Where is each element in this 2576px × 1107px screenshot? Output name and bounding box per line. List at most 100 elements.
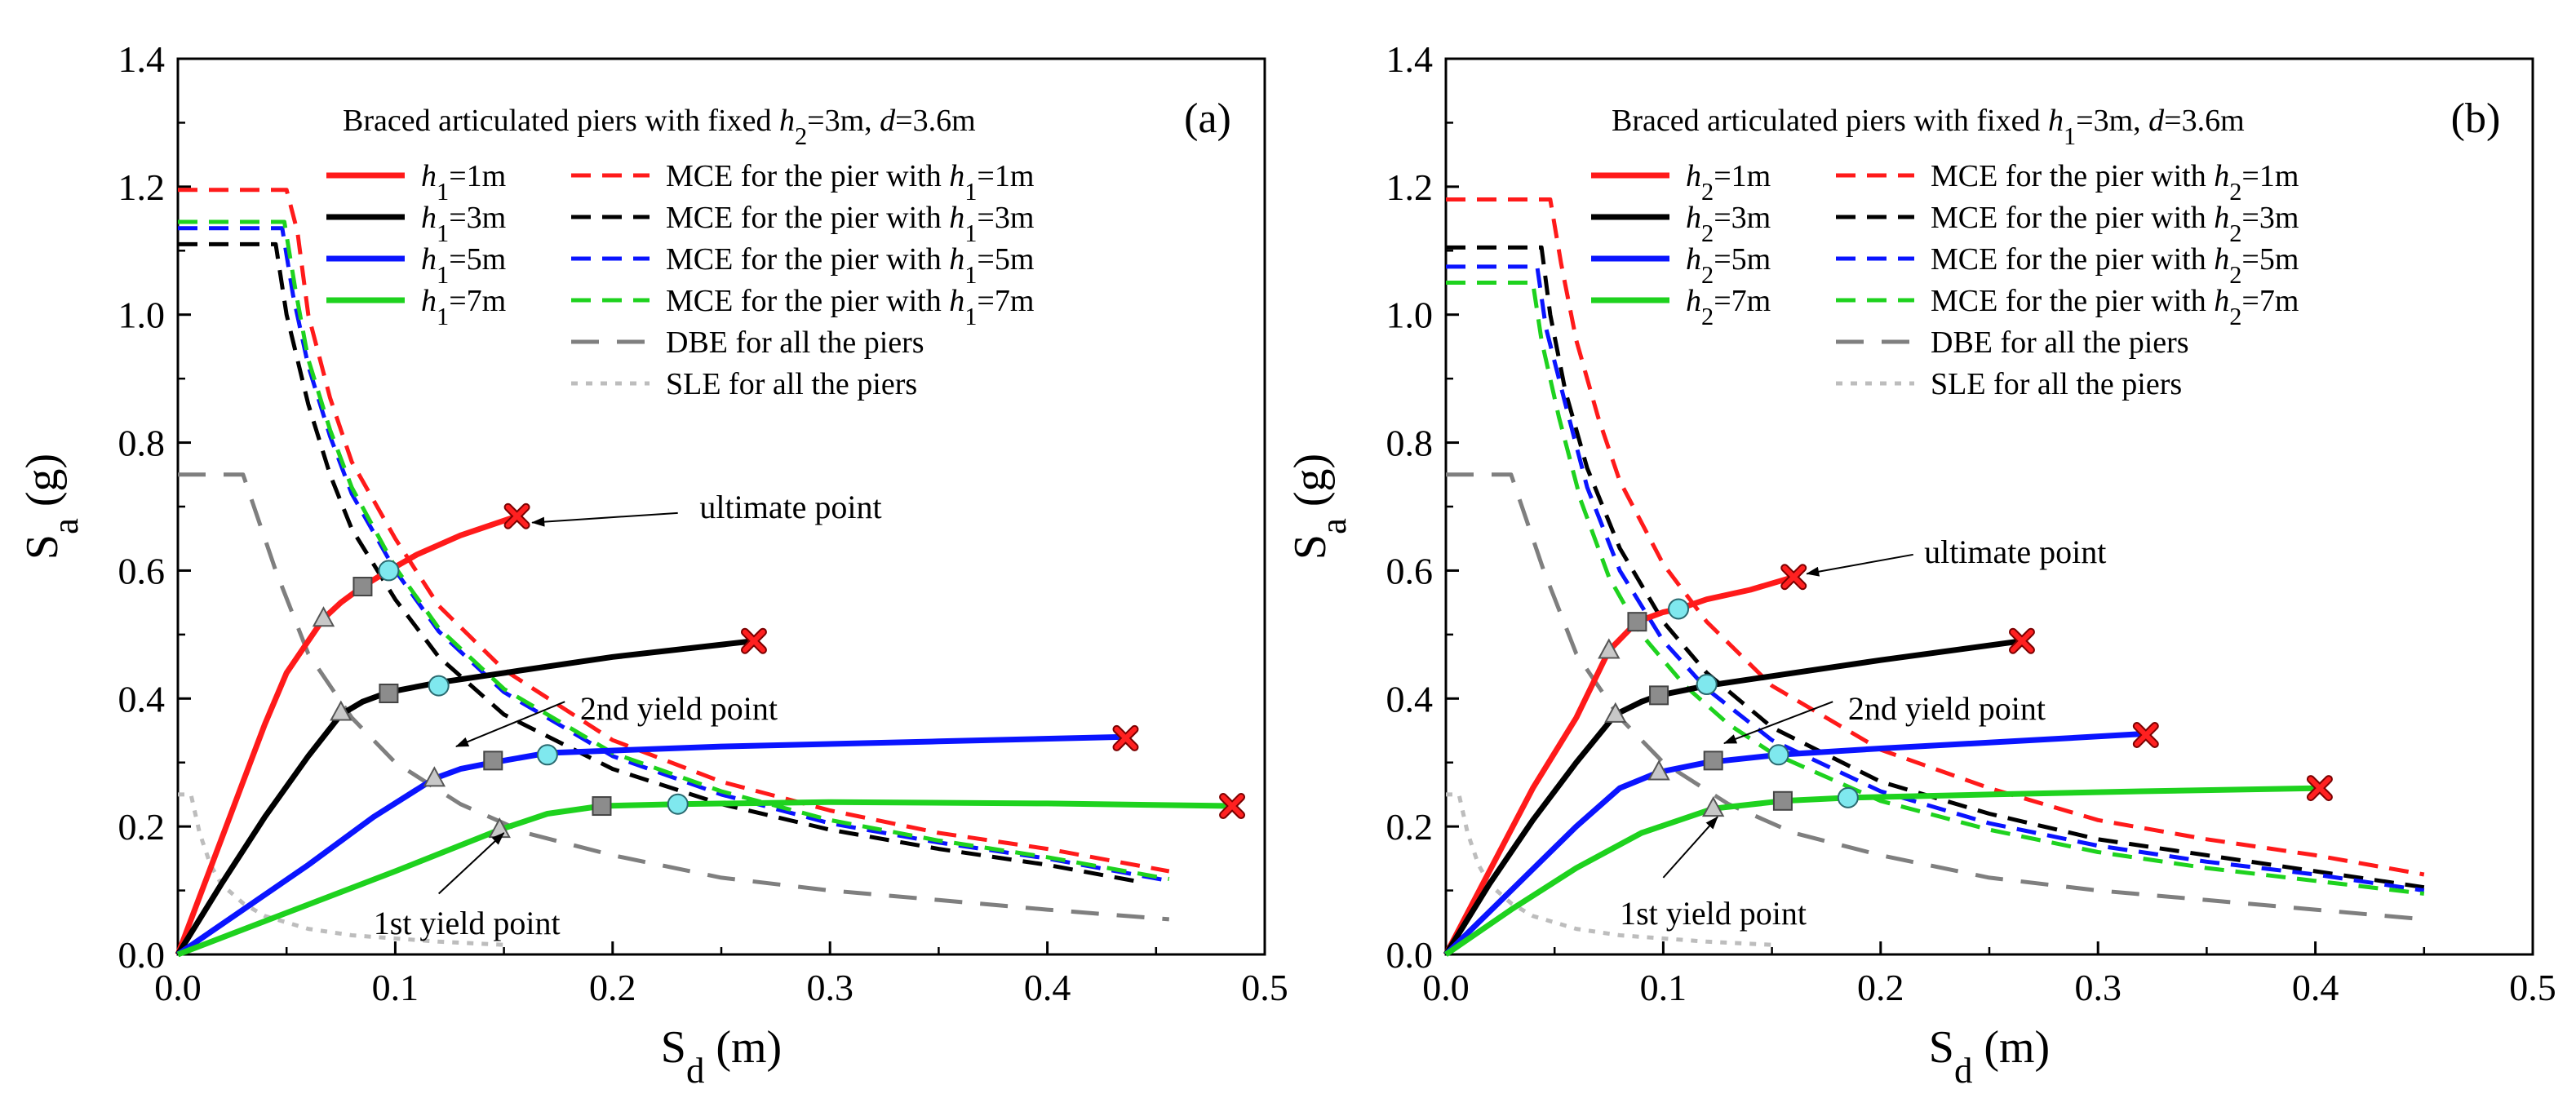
legend-label: MCE for the pier with h2=1m (1931, 159, 2299, 206)
y-tick-label: 0.0 (118, 934, 166, 976)
annotation-arrow (531, 511, 678, 527)
y-tick-label: 0.4 (118, 678, 166, 720)
legend-label: h2=1m (1686, 159, 1771, 206)
x-axis-title: Sd (m) (1929, 1022, 2050, 1091)
ultimate-marker (503, 503, 530, 529)
annotation-arrow (1662, 816, 1718, 879)
ultimate-marker (2306, 775, 2333, 802)
series-line-3 (176, 799, 1233, 958)
ultimate-marker (2008, 627, 2035, 654)
x-tick-label: 0.2 (589, 967, 636, 1008)
series-line-8 (178, 472, 1169, 922)
legend-label: h1=1m (421, 159, 506, 206)
y-tick-label: 1.0 (118, 294, 166, 336)
x-tick-label: 0.1 (1640, 967, 1687, 1008)
legend-label: MCE for the pier with h1=1m (666, 159, 1034, 206)
intersection-marker (667, 793, 689, 815)
annotation-arrow (455, 701, 565, 748)
annotation-text: 1st yield point (374, 905, 561, 941)
legend-label: MCE for the pier with h1=7m (666, 284, 1034, 330)
intersection-marker (536, 744, 558, 766)
intersection-marker (378, 560, 400, 582)
legend-label: h2=5m (1686, 242, 1771, 289)
x-tick-label: 0.4 (1024, 967, 1071, 1008)
series-line-7 (178, 219, 1170, 881)
intersection-marker (1767, 744, 1789, 766)
annotation-arrow (1806, 553, 1913, 577)
legend-label: MCE for the pier with h2=3m (1931, 201, 2299, 247)
y-tick-label: 0.6 (118, 550, 166, 591)
x-tick-label: 0.0 (1422, 967, 1470, 1008)
second-yield-marker (379, 684, 399, 704)
y-axis-title: Sa (g) (17, 454, 86, 560)
ultimate-marker (1780, 564, 1807, 591)
second-yield-marker (1649, 685, 1669, 706)
annotation-text: ultimate point (699, 489, 881, 525)
y-tick-label: 1.2 (1386, 166, 1434, 208)
x-tick-label: 0.4 (2292, 967, 2339, 1008)
legend-label: h2=3m (1686, 201, 1771, 247)
x-tick-label: 0.5 (2509, 967, 2556, 1008)
x-tick-label: 0.5 (1241, 967, 1288, 1008)
series-line-6 (1446, 264, 2425, 893)
series-line-2 (176, 733, 1126, 957)
first-yield-marker (312, 606, 335, 627)
first-yield-marker (1598, 638, 1621, 659)
chart-panel-a: 0.0 0.1 0.2 0.3 0.4 0.5 0.0 0.2 0.4 0.6 0.8 1.0 1.2 1… (17, 38, 1288, 1091)
legend-label: SLE for all the piers (1931, 367, 2182, 401)
second-yield-marker (1703, 751, 1723, 771)
legend-label: MCE for the pier with h2=5m (1931, 242, 2299, 289)
annotation-text: 1st yield point (1620, 895, 1807, 932)
y-tick-label: 1.4 (118, 38, 166, 80)
y-tick-label: 0.0 (1386, 934, 1434, 976)
y-tick-label: 1.2 (118, 166, 166, 208)
second-yield-marker (592, 796, 612, 817)
y-tick-label: 0.2 (1386, 806, 1434, 848)
intersection-marker (1668, 598, 1690, 620)
series-line-4 (1446, 197, 2425, 877)
y-tick-label: 0.4 (1386, 678, 1434, 720)
series-line-0 (175, 513, 518, 956)
intersection-marker (1837, 786, 1859, 808)
y-tick-label: 1.4 (1386, 38, 1434, 80)
legend-label: MCE for the pier with h2=7m (1931, 284, 2299, 330)
series-line-3 (1444, 785, 2320, 957)
series-line-1 (1443, 638, 2023, 956)
first-yield-marker (1604, 702, 1627, 723)
chart-panel-b: 0.0 0.1 0.2 0.3 0.4 0.5 0.0 0.2 0.4 0.6 0.8 1.0 1.2 1… (1285, 38, 2556, 1091)
second-yield-marker (1627, 612, 1647, 632)
legend-label: h1=7m (421, 284, 506, 330)
ultimate-marker (1219, 793, 1246, 820)
first-yield-marker (423, 766, 446, 787)
legend-label: DBE for all the piers (666, 325, 924, 360)
ultimate-marker (1112, 724, 1139, 751)
series-line-5 (1446, 245, 2425, 890)
legend-label: h1=3m (421, 201, 506, 247)
x-tick-label: 0.2 (1857, 967, 1904, 1008)
legend-label: MCE for the pier with h1=5m (666, 242, 1034, 289)
annotation-arrow (437, 832, 505, 895)
series-line-2 (1443, 730, 2146, 957)
legend-label: h1=5m (421, 242, 506, 289)
ultimate-marker (2132, 721, 2159, 748)
series-line-9 (178, 792, 504, 947)
legend-label: h2=7m (1686, 284, 1771, 330)
ultimate-marker (740, 627, 767, 654)
first-yield-marker (1647, 759, 1670, 781)
second-yield-marker (352, 577, 373, 597)
x-tick-label: 0.0 (154, 967, 202, 1008)
second-yield-marker (1772, 790, 1793, 811)
panel-label: (a) (1184, 95, 1231, 142)
x-axis-title: Sd (m) (661, 1022, 782, 1091)
y-tick-label: 0.2 (118, 806, 166, 848)
y-tick-label: 0.8 (118, 423, 166, 464)
series-line-9 (1446, 792, 1772, 947)
annotation-arrow (1723, 701, 1833, 745)
annotation-text: ultimate point (1924, 534, 2106, 570)
x-tick-label: 0.1 (372, 967, 419, 1008)
first-yield-marker (1701, 796, 1725, 817)
series-line-5 (178, 241, 1135, 883)
series-line-1 (175, 638, 755, 956)
annotation-text: 2nd yield point (580, 690, 778, 727)
y-axis-title: Sa (g) (1285, 454, 1354, 560)
